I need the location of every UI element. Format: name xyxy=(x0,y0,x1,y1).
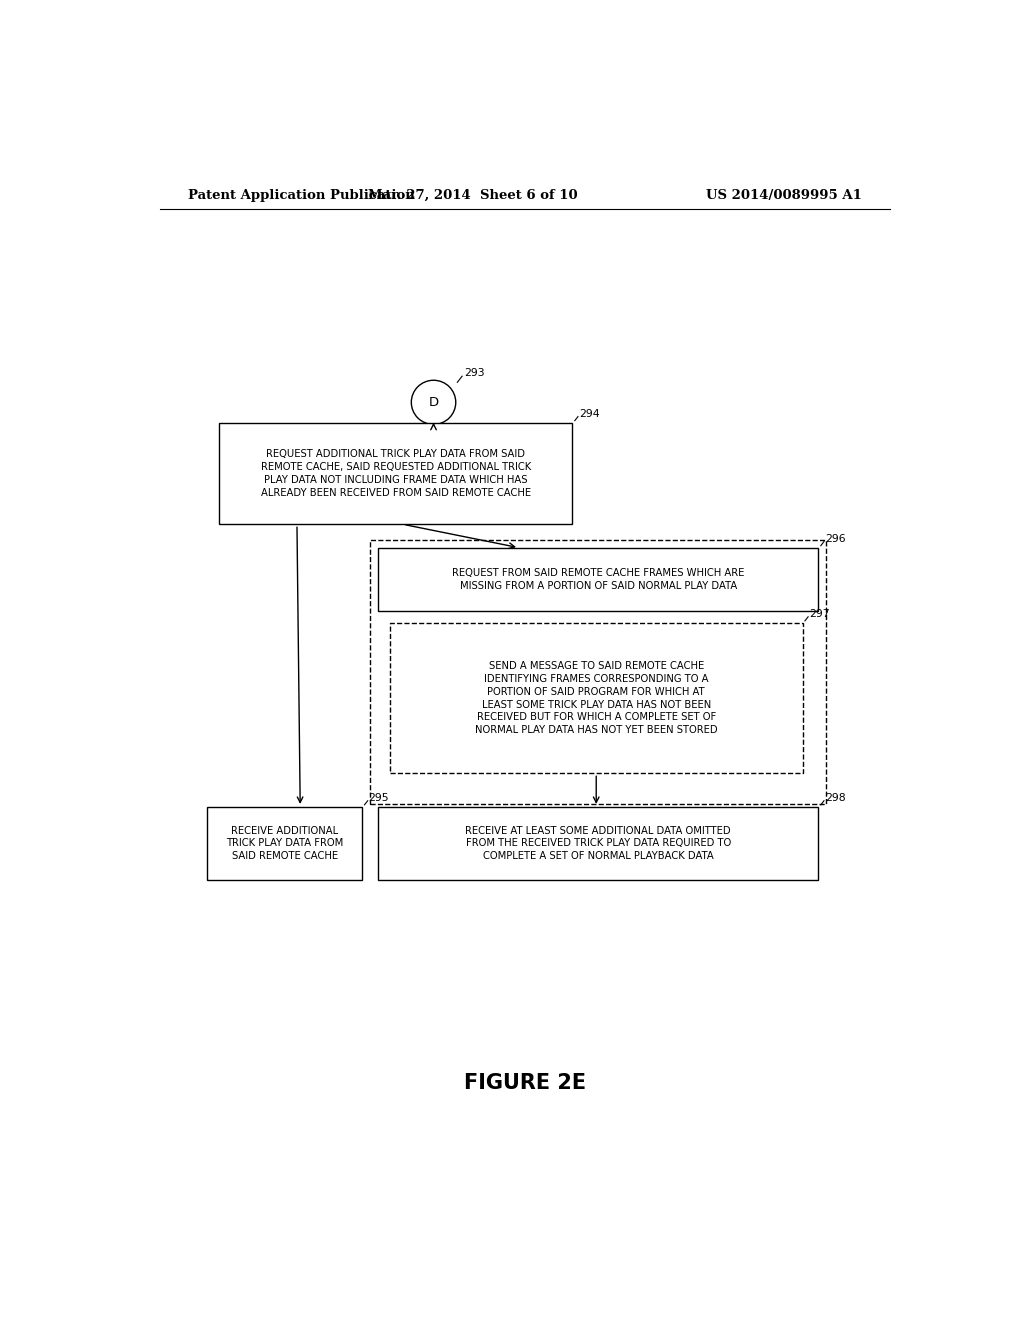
Text: 295: 295 xyxy=(369,793,389,803)
Text: US 2014/0089995 A1: US 2014/0089995 A1 xyxy=(707,189,862,202)
Text: 298: 298 xyxy=(824,793,846,803)
Text: REQUEST FROM SAID REMOTE CACHE FRAMES WHICH ARE
MISSING FROM A PORTION OF SAID N: REQUEST FROM SAID REMOTE CACHE FRAMES WH… xyxy=(452,568,744,590)
Text: Mar. 27, 2014  Sheet 6 of 10: Mar. 27, 2014 Sheet 6 of 10 xyxy=(369,189,578,202)
Bar xyxy=(207,807,362,880)
Text: 296: 296 xyxy=(824,533,846,544)
Text: FIGURE 2E: FIGURE 2E xyxy=(464,1073,586,1093)
Bar xyxy=(219,422,572,524)
Text: Patent Application Publication: Patent Application Publication xyxy=(187,189,415,202)
Text: 297: 297 xyxy=(809,609,829,619)
Text: RECEIVE AT LEAST SOME ADDITIONAL DATA OMITTED
FROM THE RECEIVED TRICK PLAY DATA : RECEIVE AT LEAST SOME ADDITIONAL DATA OM… xyxy=(465,825,731,861)
Text: 294: 294 xyxy=(579,409,599,418)
Text: 293: 293 xyxy=(464,368,484,379)
Bar xyxy=(390,623,803,774)
Text: D: D xyxy=(428,396,438,409)
Text: REQUEST ADDITIONAL TRICK PLAY DATA FROM SAID
REMOTE CACHE, SAID REQUESTED ADDITI: REQUEST ADDITIONAL TRICK PLAY DATA FROM … xyxy=(261,449,531,498)
Bar xyxy=(378,548,818,611)
Text: RECEIVE ADDITIONAL
TRICK PLAY DATA FROM
SAID REMOTE CACHE: RECEIVE ADDITIONAL TRICK PLAY DATA FROM … xyxy=(226,825,343,861)
Text: SEND A MESSAGE TO SAID REMOTE CACHE
IDENTIFYING FRAMES CORRESPONDING TO A
PORTIO: SEND A MESSAGE TO SAID REMOTE CACHE IDEN… xyxy=(475,661,718,735)
Bar xyxy=(378,807,818,880)
Bar xyxy=(370,540,826,804)
